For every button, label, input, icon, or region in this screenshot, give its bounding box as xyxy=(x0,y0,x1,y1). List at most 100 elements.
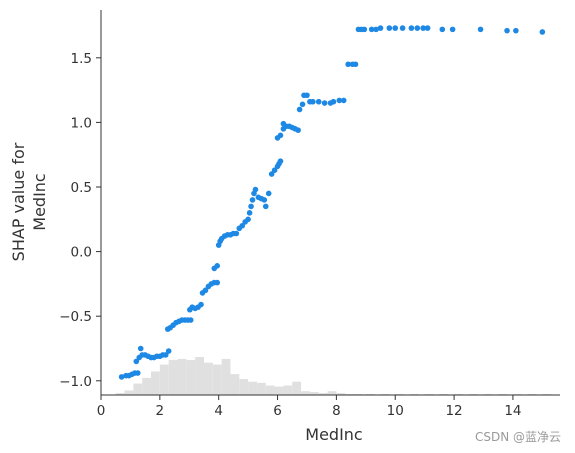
data-point xyxy=(233,230,240,237)
data-point xyxy=(315,98,322,105)
y-tick-label: 1.0 xyxy=(71,115,92,131)
histogram-bar xyxy=(195,357,204,395)
y-tick-label: −0.5 xyxy=(59,309,92,325)
x-tick-label: 2 xyxy=(156,403,165,419)
data-point xyxy=(310,98,316,105)
data-point xyxy=(295,127,301,133)
scatter-points xyxy=(118,25,546,380)
data-point xyxy=(239,222,246,229)
y-axis-title-line-1: SHAP value for xyxy=(9,142,28,261)
x-tick-label: 0 xyxy=(97,403,106,419)
data-point xyxy=(137,345,144,352)
histogram-bar xyxy=(301,391,310,395)
data-point xyxy=(277,132,284,139)
data-point xyxy=(271,167,278,174)
data-point xyxy=(299,101,306,108)
histogram-bar xyxy=(274,386,284,395)
histogram-bar xyxy=(168,360,178,395)
data-point xyxy=(162,352,169,358)
data-point xyxy=(265,190,272,197)
y-axis-ticks: −1.0 −0.5 0.0 0.5 1.0 1.5 xyxy=(59,51,101,390)
y-tick-label: 0.5 xyxy=(71,180,92,196)
histogram-bar xyxy=(203,362,213,395)
x-tick-label: 10 xyxy=(387,403,404,419)
data-point xyxy=(477,26,484,33)
histogram-bar xyxy=(336,393,346,395)
data-point xyxy=(539,29,546,35)
data-point xyxy=(214,263,221,269)
data-point xyxy=(202,287,209,294)
data-point xyxy=(249,197,256,203)
data-point xyxy=(377,25,384,31)
data-point xyxy=(399,25,406,31)
data-point xyxy=(424,25,431,31)
y-axis-title: SHAP value for MedInc xyxy=(9,142,49,261)
data-point xyxy=(245,216,251,223)
histogram-bar xyxy=(151,371,160,395)
data-point xyxy=(504,27,510,34)
x-tick-label: 8 xyxy=(332,403,341,419)
y-tick-label: 1.5 xyxy=(71,51,92,67)
histogram-bar xyxy=(318,393,328,395)
y-axis-title-line-2: MedInc xyxy=(30,173,49,230)
data-point xyxy=(133,358,140,365)
x-tick-label: 4 xyxy=(214,403,223,419)
data-point xyxy=(420,25,426,31)
data-point xyxy=(340,97,347,104)
data-point xyxy=(246,210,253,216)
data-point xyxy=(304,92,310,99)
histogram-bar xyxy=(177,358,187,395)
data-point xyxy=(134,370,141,376)
data-point xyxy=(118,374,125,380)
histogram-bar xyxy=(212,364,222,395)
histogram-bar xyxy=(133,383,143,395)
data-point xyxy=(408,25,415,31)
histogram-bar xyxy=(248,381,257,395)
data-point xyxy=(345,61,351,68)
data-point xyxy=(214,279,221,286)
histogram-bar xyxy=(265,385,275,395)
data-point xyxy=(386,25,393,31)
x-axis-title: MedInc xyxy=(305,425,362,444)
histogram-bar xyxy=(221,358,231,395)
histogram-bar xyxy=(115,393,125,395)
y-tick-label: −1.0 xyxy=(59,374,92,390)
data-point xyxy=(321,100,328,106)
data-point xyxy=(165,348,172,354)
data-point xyxy=(439,26,446,33)
data-point xyxy=(449,26,456,33)
data-point xyxy=(361,26,368,33)
x-tick-label: 6 xyxy=(273,403,282,419)
histogram-bars xyxy=(115,357,552,395)
data-point xyxy=(368,26,375,33)
watermark: CSDN @蓝净云 xyxy=(474,430,561,444)
histogram-bar xyxy=(230,374,240,395)
histogram-bar xyxy=(124,390,134,395)
data-point xyxy=(187,317,194,323)
data-point xyxy=(330,98,337,105)
histogram-bar xyxy=(327,391,337,395)
histogram-bar xyxy=(256,382,266,395)
x-tick-label: 14 xyxy=(504,403,521,419)
x-tick-label: 12 xyxy=(445,403,462,419)
y-tick-label: 0.0 xyxy=(71,245,92,261)
data-point xyxy=(261,197,268,203)
histogram-bar xyxy=(292,381,302,395)
data-point xyxy=(414,25,421,31)
histogram-bar xyxy=(142,377,152,395)
data-point xyxy=(392,25,399,31)
data-point xyxy=(277,158,284,164)
data-point xyxy=(248,203,254,210)
histogram-bar xyxy=(159,364,169,395)
data-point xyxy=(352,61,359,68)
data-point xyxy=(262,203,269,210)
histogram-bar xyxy=(283,385,293,395)
histogram-bar xyxy=(239,379,249,395)
x-axis-ticks: 0 2 4 6 8 10 12 14 xyxy=(97,395,522,419)
data-point xyxy=(296,106,303,113)
data-point xyxy=(198,301,204,308)
data-point xyxy=(252,186,259,193)
histogram-bar xyxy=(309,391,319,395)
data-point xyxy=(373,26,379,33)
